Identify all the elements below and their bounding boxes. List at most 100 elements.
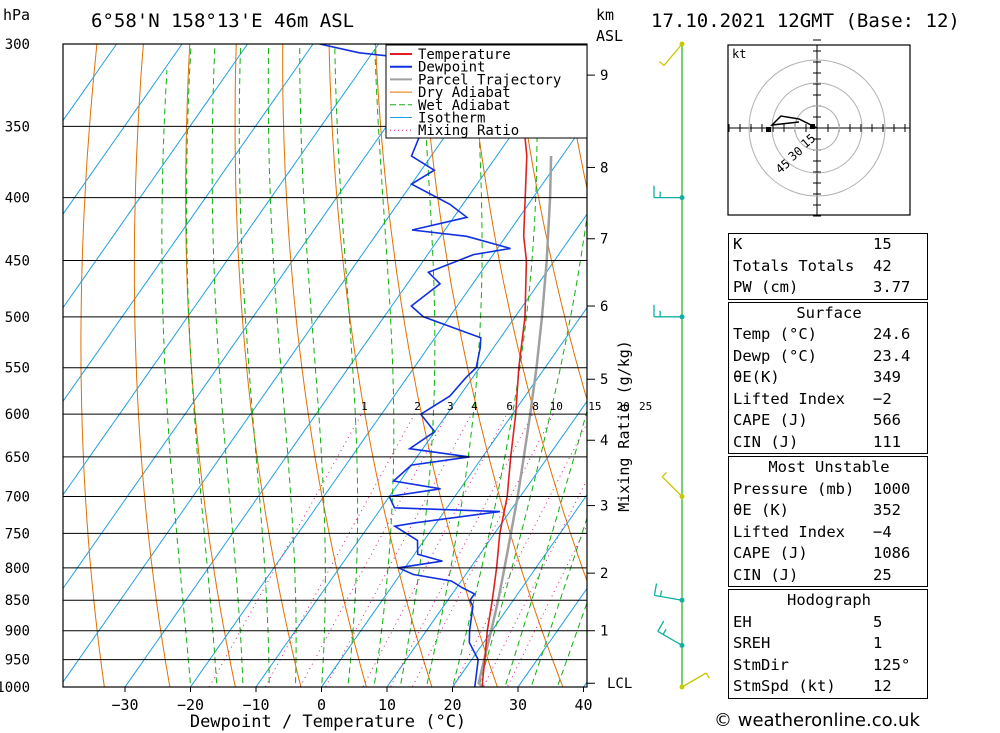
indices-row: CIN (J) 111 [729, 432, 929, 454]
x-axis-label: Dewpoint / Temperature (°C) [190, 712, 466, 732]
height-tick-label: 1 [600, 624, 608, 640]
indices-label: CIN (J) [733, 432, 799, 451]
height-tick-label: 2 [600, 566, 608, 582]
wind-barb-half-flag [705, 672, 710, 679]
dry-adiabat-line [234, 44, 302, 687]
pressure-tick-label: 950 [5, 653, 30, 669]
surface-block: Surface Temp (°C) 24.6 Dewp (°C) 23.4 θE(K) 34… [728, 301, 929, 454]
wind-barb-half-flag [658, 61, 665, 66]
indices-label: CAPE (J) [733, 544, 808, 562]
mixing-ratio-label: 15 [588, 400, 601, 413]
pressure-tick-label: 800 [5, 561, 30, 577]
indices-label: Dewp (°C) [733, 346, 817, 365]
indices-value: 15 [873, 235, 892, 253]
hpa-unit-label: hPa [3, 6, 30, 24]
isotherm-line [63, 44, 380, 496]
wind-barb-flag [653, 583, 658, 596]
indices-row: Totals Totals 42 [729, 256, 929, 278]
mixing-ratio-label: 2 [414, 400, 421, 413]
height-tick-label: LCL [607, 676, 632, 692]
indices-row: CAPE (J) 1086 [729, 543, 929, 565]
mixing-ratio-label: 10 [550, 400, 563, 413]
legend-entry: Temperature [418, 47, 511, 63]
isotherm-line [63, 44, 183, 215]
mixing-ratio-line [362, 413, 508, 687]
wind-barb-staff [657, 630, 683, 646]
plot-frame [62, 43, 588, 688]
dry-adiabat-line [990, 0, 1000, 713]
indices-value: 12 [873, 677, 892, 695]
indices-row: Pressure (mb) 1000 [729, 479, 929, 501]
indices-value: 1086 [873, 544, 911, 562]
indices-value: 24.6 [873, 325, 911, 343]
x-tick-label: −30 [111, 696, 138, 714]
mixing-ratio-label: 1 [361, 400, 368, 413]
indices-label: Lifted Index [733, 522, 845, 541]
indices-section-title: Hodograph [787, 591, 871, 609]
indices-row: CIN (J) 25 [729, 565, 929, 587]
indices-row: EH 5 [729, 612, 929, 634]
credit-text[interactable]: © weatheronline.co.uk [714, 710, 920, 731]
pressure-tick-label: 850 [5, 593, 30, 609]
wet-adiabat-line [504, 409, 587, 687]
hodograph-storm-marker [766, 127, 771, 132]
dry-adiabat-line [133, 44, 171, 687]
wet-adiabat-line [211, 44, 244, 687]
indices-row: Dewp (°C) 23.4 [729, 346, 929, 368]
dry-adiabat-line [25, 0, 64, 713]
x-tick-label: −20 [177, 696, 204, 714]
pressure-tick-label: 650 [5, 450, 30, 466]
mixing-ratio-label: 8 [532, 400, 539, 413]
wet-adiabat-line [334, 44, 359, 687]
indices-value: −2 [873, 389, 892, 408]
indices-value: 42 [873, 256, 892, 275]
mixing-ratio-label: 3 [447, 400, 454, 413]
indices-row: StmSpd (kt) 12 [729, 676, 929, 698]
indices-value: 25 [873, 565, 892, 584]
pressure-tick-label: 750 [5, 526, 30, 542]
wet-adiabat-line [299, 44, 326, 687]
indices-label: StmDir [733, 655, 789, 674]
height-tick-label: 6 [600, 299, 608, 315]
indices-row: PW (cm) 3.77 [729, 277, 929, 299]
x-tick-label: −10 [242, 696, 269, 714]
indices-value: −4 [873, 522, 892, 541]
km-unit-label: km [596, 6, 614, 24]
legend-entry: Parcel Trajectory [418, 72, 561, 88]
pressure-tick-label: 600 [5, 407, 30, 423]
height-tick-label: 7 [600, 232, 608, 248]
indices-label: Totals Totals [733, 256, 855, 275]
indices-value: 111 [873, 432, 901, 451]
height-tick-label: 3 [600, 499, 608, 515]
dry-adiabat-line [185, 44, 236, 687]
most-unstable-block: Most Unstable Pressure (mb) 1000 θE (K) 352 L… [728, 456, 928, 587]
indices-row: Temp (°C) 24.6 [729, 324, 929, 346]
hodograph-trace [769, 115, 818, 129]
indices-value: 566 [873, 411, 901, 429]
indices-value: 125° [873, 655, 911, 674]
indices-label: CAPE (J) [733, 411, 808, 429]
wet-adiabat-line [238, 44, 270, 687]
isotherm-line [517, 587, 587, 687]
mixing-ratio-line [482, 478, 587, 687]
most-unstable-table: Most Unstable Pressure (mb) 1000 θE (K) 352 L… [729, 457, 929, 586]
hodograph-kt-label: kt [732, 47, 746, 61]
pressure-tick-label: 350 [5, 119, 30, 135]
indices-value: 352 [873, 501, 901, 519]
height-tick-label: 5 [600, 372, 608, 388]
isotherm-line [63, 44, 249, 309]
indices-section-title: Surface [796, 303, 862, 322]
wind-barb-staff [654, 594, 683, 601]
general-indices-block: K 15 Totals Totals 42 PW (cm) 3.77 [728, 233, 928, 300]
isotherm-line [451, 493, 587, 687]
dry-adiabat-line [282, 44, 367, 687]
hodograph-table: Hodograph EH 5 SREH 1 StmDir 125° StmSpd (kt) 12 [729, 590, 929, 698]
indices-row: Lifted Index −4 [729, 522, 929, 544]
legend-entry: Dry Adiabat [418, 85, 511, 101]
legend-entry: Dewpoint [418, 60, 485, 76]
indices-label: SREH [733, 634, 771, 652]
indices-value: 23.4 [873, 346, 911, 365]
asl-unit-label: ASL [596, 27, 623, 45]
wind-barb-half-flag [661, 472, 667, 478]
